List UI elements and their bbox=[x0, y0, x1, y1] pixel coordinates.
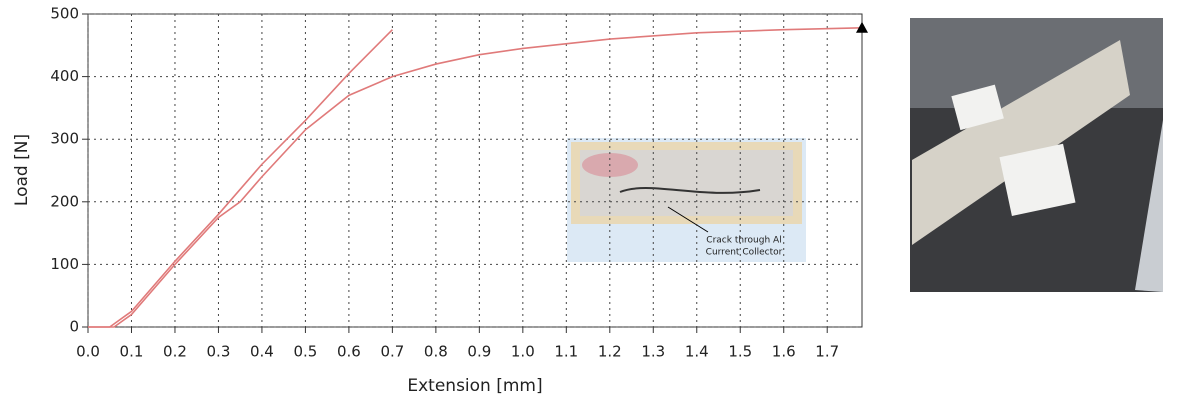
x-tick-label: 1.0 bbox=[511, 343, 535, 361]
data-line bbox=[88, 29, 393, 328]
x-tick-label: 0.0 bbox=[76, 343, 100, 361]
x-tick-label: 1.1 bbox=[554, 343, 578, 361]
inset-writing bbox=[619, 187, 761, 194]
side-photo bbox=[910, 18, 1163, 292]
x-tick-label: 0.8 bbox=[424, 343, 448, 361]
y-axis-label: Load [N] bbox=[12, 134, 32, 206]
x-tick-label: 1.6 bbox=[772, 343, 796, 361]
data-line bbox=[88, 26, 863, 328]
x-tick-label: 1.5 bbox=[728, 343, 752, 361]
x-tick-label: 0.5 bbox=[293, 343, 317, 361]
x-tick-label: 0.1 bbox=[120, 343, 144, 361]
x-tick-label: 0.6 bbox=[337, 343, 361, 361]
x-tick-label: 0.7 bbox=[380, 343, 404, 361]
photo-honeycomb bbox=[912, 40, 1130, 245]
x-tick-label: 1.4 bbox=[685, 343, 709, 361]
photo-label bbox=[999, 143, 1076, 216]
y-tick-label: 400 bbox=[50, 67, 79, 85]
inset-photo: Crack through Al Current Collector bbox=[567, 138, 806, 262]
annotation-text: Crack through Al bbox=[706, 236, 781, 246]
annotation-text: Current Collector bbox=[706, 248, 783, 258]
annotation-arrow bbox=[667, 206, 709, 233]
y-tick-label: 300 bbox=[50, 130, 79, 148]
y-tick-label: 500 bbox=[50, 5, 79, 23]
y-tick-label: 0 bbox=[69, 318, 79, 336]
x-tick-label: 0.4 bbox=[250, 343, 274, 361]
x-axis-label: Extension [mm] bbox=[407, 376, 542, 396]
y-tick-label: 200 bbox=[50, 192, 79, 210]
x-tick-label: 0.3 bbox=[207, 343, 231, 361]
photo-panel bbox=[1135, 120, 1163, 292]
end-marker bbox=[856, 21, 868, 33]
x-tick-label: 1.2 bbox=[598, 343, 622, 361]
x-tick-label: 0.9 bbox=[467, 343, 491, 361]
x-tick-label: 1.7 bbox=[815, 343, 839, 361]
photo-label bbox=[951, 84, 1004, 131]
x-tick-label: 1.3 bbox=[641, 343, 665, 361]
y-tick-label: 100 bbox=[50, 255, 79, 273]
x-tick-label: 0.2 bbox=[163, 343, 187, 361]
